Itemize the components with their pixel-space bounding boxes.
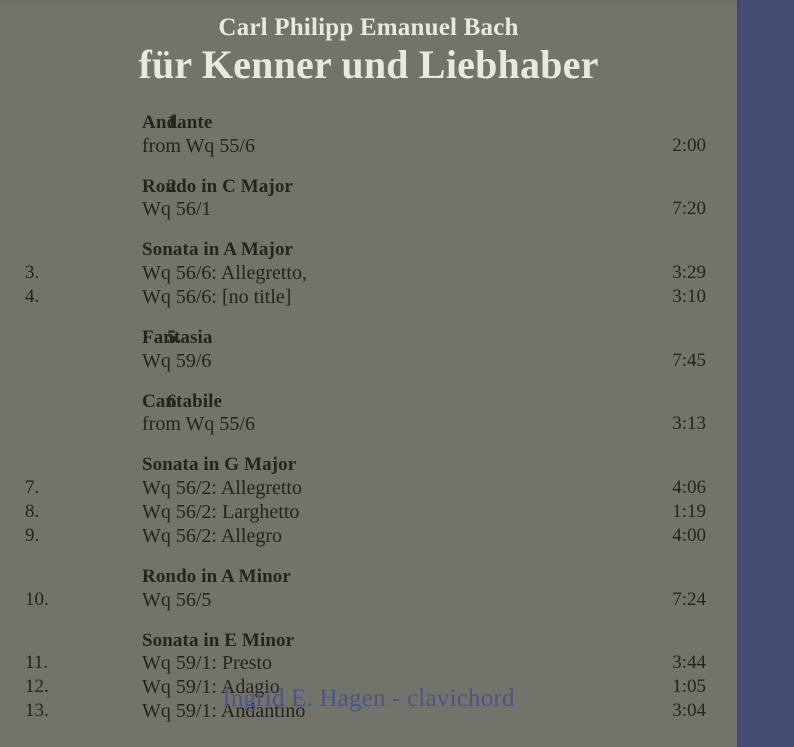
track-duration: 1:19 bbox=[672, 500, 706, 522]
track-subtitle: Wq 56/2: Allegretto bbox=[142, 476, 302, 499]
track-subtitle: Wq 59/1: Andantino bbox=[142, 700, 306, 723]
work-title: Cantabile 6. bbox=[142, 390, 223, 412]
track-duration: 2:00 bbox=[672, 134, 706, 156]
track-duration: 3:29 bbox=[672, 261, 706, 283]
work-group: Andante 1. from Wq 55/6 2:00 bbox=[0, 112, 737, 158]
track-subtitle: Wq 56/2: Larghetto bbox=[142, 500, 300, 523]
track-number: 9. bbox=[25, 524, 40, 546]
track-number: 6. bbox=[167, 390, 182, 412]
track-duration: 3:10 bbox=[672, 285, 706, 307]
track-number: 13. bbox=[25, 700, 49, 722]
track-subtitle: Wq 56/6: Allegretto, bbox=[142, 261, 307, 284]
track-duration: 7:24 bbox=[672, 588, 706, 610]
track-duration: 3:04 bbox=[672, 700, 706, 722]
track-number: 10. bbox=[25, 588, 49, 610]
track-row: Wq 56/1 7:20 bbox=[0, 197, 737, 221]
composer-name: Carl Philipp Emanuel Bach bbox=[218, 14, 519, 41]
work-title: Sonata in E Minor bbox=[142, 629, 295, 651]
track-number: 8. bbox=[25, 500, 40, 522]
track-subtitle: from Wq 55/6 bbox=[142, 134, 255, 157]
track-subtitle: Wq 56/2: Allegro bbox=[142, 524, 282, 547]
track-number: 4. bbox=[25, 285, 40, 307]
cover-header: Carl Philipp Emanuel Bach für Kenner und… bbox=[0, 14, 737, 88]
track-duration: 1:05 bbox=[672, 676, 706, 698]
track-number: 11. bbox=[25, 652, 49, 674]
track-number: 7. bbox=[25, 476, 40, 498]
spine-panel-edge bbox=[737, 0, 739, 747]
track-row: Wq 59/6 7:45 bbox=[0, 349, 737, 373]
work-group: Sonata in G Major 7. Wq 56/2: Allegretto 4:… bbox=[0, 454, 737, 548]
track-number: 3. bbox=[25, 261, 40, 283]
track-number: 1. bbox=[167, 112, 182, 133]
track-row: 3. Wq 56/6: Allegretto, 3:29 bbox=[0, 261, 737, 285]
track-row: 10. Wq 56/5 7:24 bbox=[0, 588, 737, 612]
track-duration: 4:00 bbox=[672, 524, 706, 546]
track-row: 11. Wq 59/1: Presto 3:44 bbox=[0, 651, 737, 675]
track-subtitle: Wq 59/1: Adagio bbox=[142, 676, 280, 699]
spine-panel bbox=[737, 0, 794, 747]
track-subtitle: Wq 56/6: [no title] bbox=[142, 285, 292, 308]
work-title: Rondo in C Major 2. bbox=[142, 175, 293, 197]
track-subtitle: Wq 59/6 bbox=[142, 349, 212, 372]
work-group: Rondo in C Major 2. Wq 56/1 7:20 bbox=[0, 176, 737, 222]
work-title: Fantasia 5. bbox=[142, 327, 737, 349]
tracklist: Andante 1. from Wq 55/6 2:00 Rondo in C Majo… bbox=[0, 112, 737, 741]
track-subtitle: from Wq 55/6 bbox=[142, 413, 255, 436]
track-subtitle: Wq 59/1: Presto bbox=[142, 652, 272, 675]
track-duration: 3:44 bbox=[672, 652, 706, 674]
work-group: Fantasia 5. Wq 59/6 7:45 bbox=[0, 327, 737, 373]
track-duration: 7:20 bbox=[672, 198, 706, 220]
track-duration: 7:45 bbox=[672, 349, 706, 371]
track-number: 2. bbox=[167, 175, 182, 197]
track-row: 7. Wq 56/2: Allegretto 4:06 bbox=[0, 476, 737, 500]
track-duration: 4:06 bbox=[672, 476, 706, 498]
track-row: 9. Wq 56/2: Allegro 4:00 bbox=[0, 524, 737, 548]
track-row: 8. Wq 56/2: Larghetto 1:19 bbox=[0, 500, 737, 524]
work-title: Sonata in G Major bbox=[142, 454, 297, 476]
track-row: from Wq 55/6 2:00 bbox=[0, 134, 737, 158]
work-title: Sonata in A Major bbox=[142, 239, 294, 261]
work-group: Sonata in A Major 3. Wq 56/6: Allegretto, 3… bbox=[0, 239, 737, 309]
track-subtitle: Wq 56/1 bbox=[142, 198, 212, 221]
work-title: Andante 1. bbox=[142, 112, 737, 134]
work-title: Rondo in A Minor bbox=[142, 565, 291, 587]
performer-credit: Ingrid E. Hagen - clavichord bbox=[222, 685, 515, 712]
track-number: 5. bbox=[167, 326, 182, 348]
track-number: 12. bbox=[25, 676, 49, 698]
track-row: 12. Wq 59/1: Adagio 1:05 bbox=[0, 675, 737, 699]
track-subtitle: Wq 56/5 bbox=[142, 588, 212, 611]
work-group: Sonata in E Minor 11. Wq 59/1: Presto 3:44 1… bbox=[0, 630, 737, 724]
track-row: from Wq 55/6 3:13 bbox=[0, 412, 737, 436]
top-edge-band bbox=[0, 0, 794, 4]
track-row: 4. Wq 56/6: [no title] 3:10 bbox=[0, 285, 737, 309]
track-duration: 3:13 bbox=[672, 413, 706, 435]
work-group: Cantabile 6. from Wq 55/6 3:13 bbox=[0, 391, 737, 437]
track-row: 13. Wq 59/1: Andantino 3:04 bbox=[0, 699, 737, 723]
work-group: Rondo in A Minor 10. Wq 56/5 7:24 bbox=[0, 566, 737, 612]
album-title: für Kenner und Liebhaber bbox=[138, 42, 599, 87]
